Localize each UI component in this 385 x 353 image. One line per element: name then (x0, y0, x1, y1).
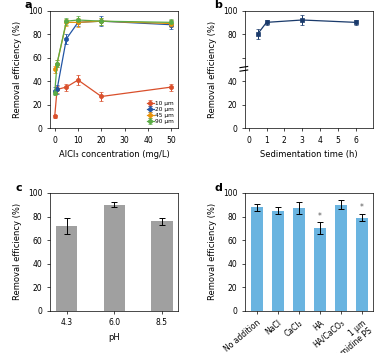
X-axis label: AlCl₃ concentration (mg/L): AlCl₃ concentration (mg/L) (59, 150, 169, 160)
X-axis label: pH: pH (108, 333, 120, 342)
Text: b: b (214, 0, 222, 10)
Bar (335, 205, 346, 311)
Bar (314, 228, 326, 311)
Y-axis label: Removal efficiency (%): Removal efficiency (%) (208, 21, 218, 118)
Y-axis label: Removal efficiency (%): Removal efficiency (%) (208, 203, 218, 300)
Text: d: d (214, 183, 222, 193)
Y-axis label: Removal efficiency (%): Removal efficiency (%) (13, 203, 22, 300)
Y-axis label: Removal efficiency (%): Removal efficiency (%) (13, 21, 22, 118)
Bar (151, 221, 172, 311)
Bar (272, 211, 283, 311)
Text: *: * (318, 212, 322, 221)
Text: c: c (15, 183, 22, 193)
X-axis label: Sedimentation time (h): Sedimentation time (h) (261, 150, 358, 160)
Legend: 10 μm, 20 μm, 45 μm, 90 μm: 10 μm, 20 μm, 45 μm, 90 μm (146, 100, 176, 125)
Text: a: a (24, 0, 32, 10)
Bar (293, 208, 305, 311)
Bar (356, 218, 368, 311)
Bar (104, 205, 125, 311)
Bar (56, 226, 77, 311)
Text: *: * (360, 203, 364, 213)
Bar (251, 207, 263, 311)
